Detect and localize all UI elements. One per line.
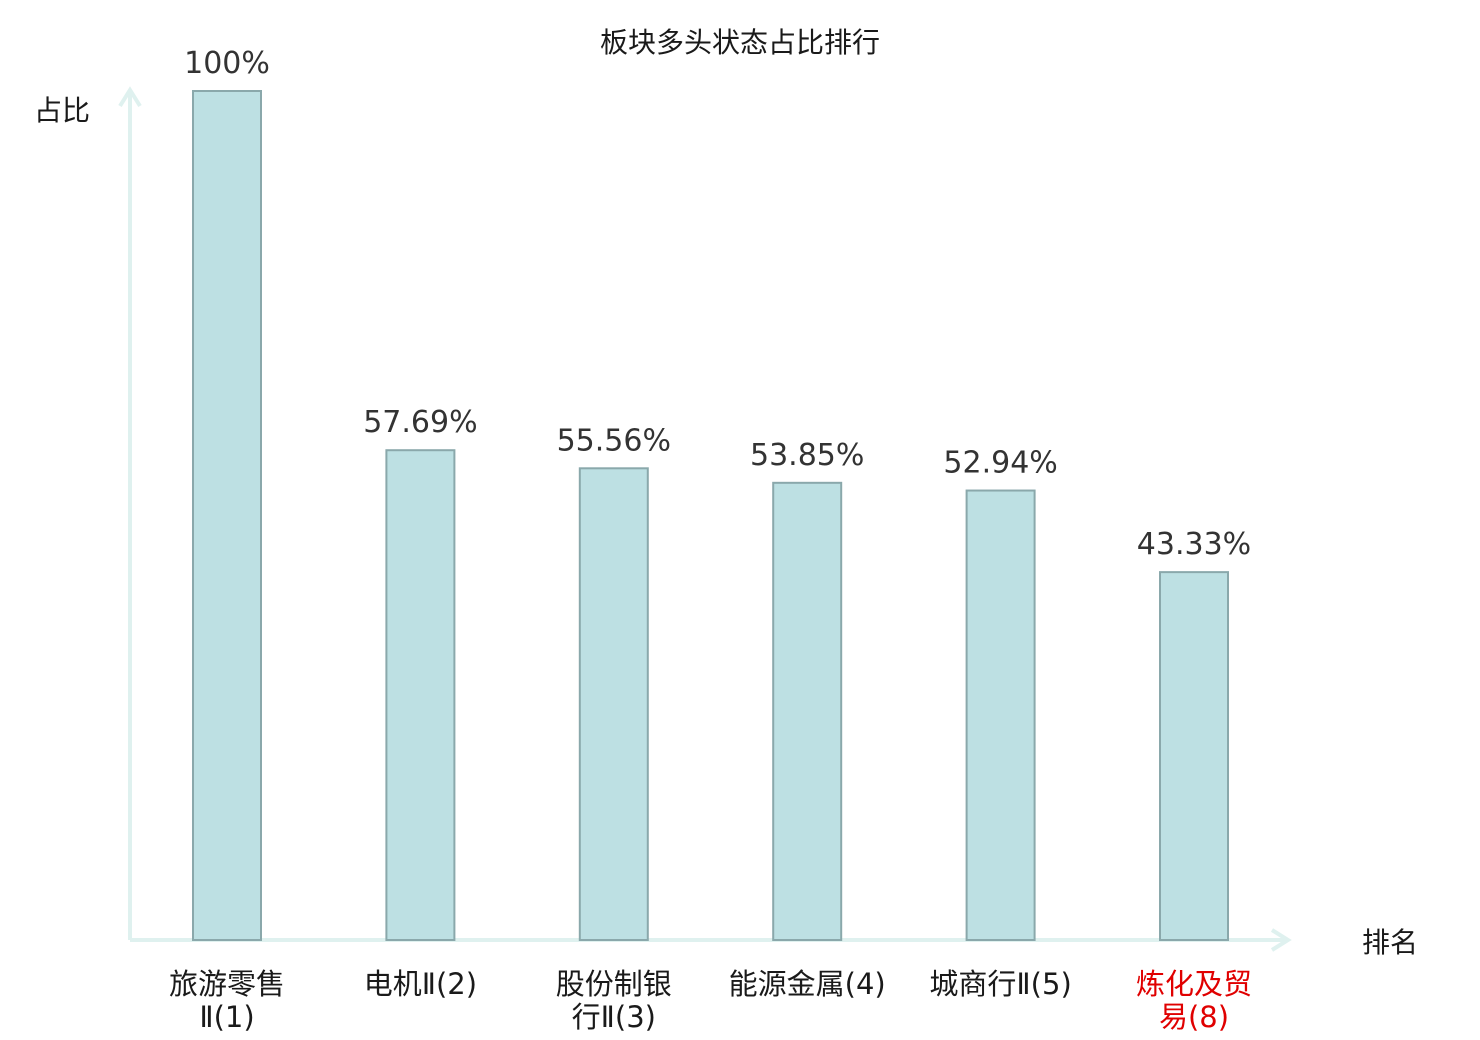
value-label-6: 43.33% xyxy=(1137,527,1251,562)
value-label-4: 53.85% xyxy=(750,438,864,473)
y-axis xyxy=(118,86,142,940)
bar-1 xyxy=(192,90,262,941)
category-label-5-line-1: 城商行Ⅱ(5) xyxy=(929,967,1071,1001)
category-label-1-line-2: Ⅱ(1) xyxy=(199,1000,254,1034)
bar-5 xyxy=(965,489,1036,941)
category-label-4-line-1: 能源金属(4) xyxy=(729,967,886,1001)
category-label-3-line-2: 行Ⅱ(3) xyxy=(572,1000,656,1034)
bar-3 xyxy=(578,467,649,941)
bar-2 xyxy=(385,449,456,941)
value-labels: 100% 57.69% 55.56% 53.85% 52.94% 43.33% xyxy=(184,46,1251,562)
category-label-2-line-1: 电机Ⅱ(2) xyxy=(364,967,477,1001)
bars xyxy=(192,90,1229,941)
bar-4 xyxy=(772,481,843,941)
category-label-1-line-1: 旅游零售 xyxy=(169,967,285,1001)
bar-6 xyxy=(1159,571,1229,941)
x-axis-arrow xyxy=(1270,928,1292,952)
x-axis-title: 排名 xyxy=(1362,926,1418,959)
y-axis-title: 占比 xyxy=(34,94,90,127)
value-label-1: 100% xyxy=(184,46,270,81)
chart-title: 板块多头状态占比排行 xyxy=(600,26,880,59)
category-label-3-line-1: 股份制银 xyxy=(556,967,672,1001)
x-axis xyxy=(130,928,1292,952)
category-label-6-line-1: 炼化及贸 xyxy=(1136,967,1252,1001)
y-axis-arrow xyxy=(118,86,142,108)
value-label-5: 52.94% xyxy=(943,446,1057,481)
value-label-3: 55.56% xyxy=(557,423,671,458)
value-label-2: 57.69% xyxy=(363,405,477,440)
category-label-6-line-2: 易(8) xyxy=(1159,1000,1229,1034)
